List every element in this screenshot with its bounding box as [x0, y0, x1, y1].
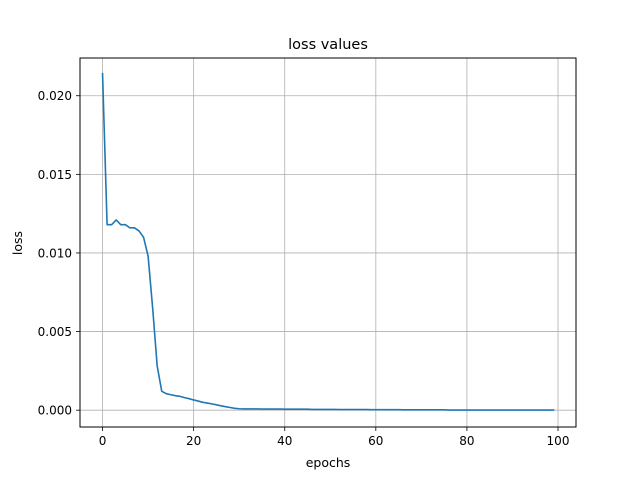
x-tick-label: 0 [99, 434, 107, 448]
y-tick-label: 0.000 [38, 404, 72, 418]
y-tick-label: 0.020 [38, 89, 72, 103]
y-tick-label: 0.015 [38, 168, 72, 182]
x-tick-label: 60 [368, 434, 383, 448]
y-axis-ticks: 0.000 0.005 0.010 0.015 0.020 [38, 89, 80, 418]
series-group [101, 72, 555, 411]
x-tick-label: 20 [186, 434, 201, 448]
grid-lines [80, 58, 576, 427]
x-axis-ticks: 0 20 40 60 80 100 [99, 427, 570, 448]
x-axis-label: epochs [306, 455, 351, 470]
y-tick-label: 0.005 [38, 325, 72, 339]
chart-title: loss values [288, 37, 368, 53]
x-tick-label: 80 [459, 434, 474, 448]
loss-series-line [101, 72, 555, 411]
y-axis-label: loss [10, 231, 25, 255]
x-tick-label: 40 [277, 434, 292, 448]
x-tick-label: 100 [547, 434, 570, 448]
plot-frame [79, 57, 577, 428]
y-tick-label: 0.010 [38, 246, 72, 260]
